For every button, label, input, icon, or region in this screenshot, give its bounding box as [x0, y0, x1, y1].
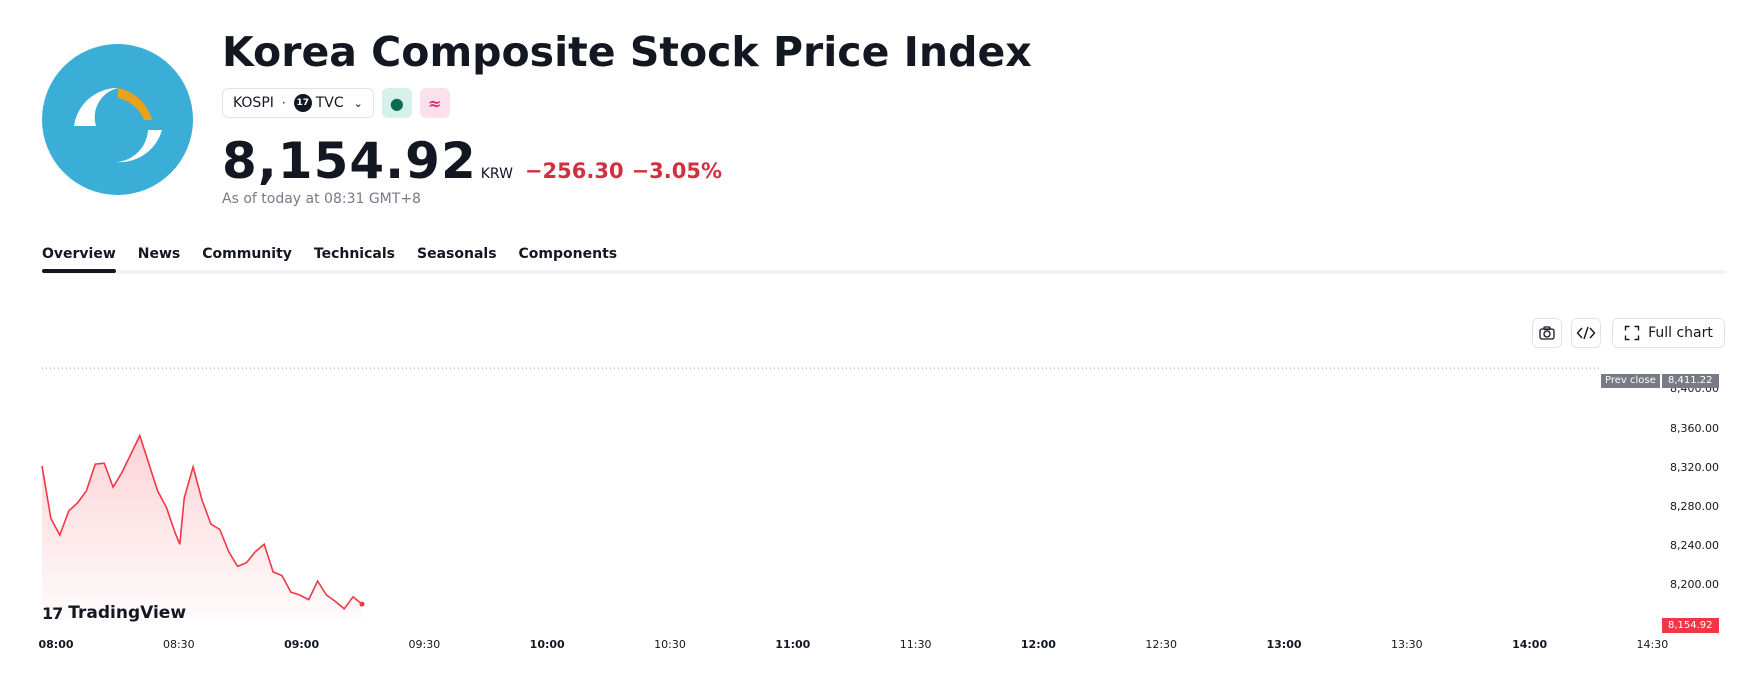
y-tick-label: 8,320.00 [1670, 461, 1719, 474]
full-chart-label: Full chart [1648, 325, 1713, 341]
last-price-tag: 8,154.92 [1662, 618, 1719, 633]
last-price: 8,154.92 [222, 132, 477, 190]
x-tick-label: 12:00 [1020, 638, 1056, 651]
tab-technicals[interactable]: Technicals [313, 246, 395, 262]
x-tick-label: 14:00 [1512, 638, 1548, 651]
tab-bar: Overview News Community Technicals Seaso… [42, 246, 618, 273]
x-tick-label: 09:00 [284, 638, 320, 651]
tradingview-watermark[interactable]: 17 TradingView [42, 603, 186, 623]
y-tick-label: 8,280.00 [1670, 500, 1719, 513]
chevron-down-icon: ⌄ [353, 96, 363, 110]
tab-news[interactable]: News [137, 246, 181, 262]
exchange-logo-icon: 17 [293, 94, 312, 112]
tabs-divider [42, 270, 1726, 274]
y-tick-label: 8,360.00 [1670, 422, 1719, 435]
fullscreen-icon [1624, 325, 1640, 341]
x-tick-label: 09:30 [408, 638, 441, 651]
x-tick-label: 10:30 [654, 638, 686, 651]
x-tick-label: 10:00 [529, 638, 565, 651]
chart-canvas[interactable] [0, 360, 1741, 676]
tab-overview[interactable]: Overview [42, 246, 116, 273]
as-of-timestamp: As of today at 08:31 GMT+8 [222, 191, 421, 207]
exchange-name: TVC [315, 95, 344, 111]
x-tick-label: 11:30 [899, 638, 932, 651]
currency: KRW [480, 166, 513, 182]
y-tick-label: 8,240.00 [1670, 539, 1719, 552]
full-chart-button[interactable]: Full chart [1612, 318, 1725, 348]
x-tick-label: 12:30 [1145, 638, 1178, 651]
tradingview-wordmark: TradingView [68, 603, 187, 623]
symbol-ticker: KOSPI [233, 95, 274, 111]
price-change-percent: −3.05% [631, 159, 723, 183]
x-tick-label: 08:30 [162, 638, 195, 651]
market-open-status-icon[interactable]: ● [381, 88, 412, 118]
price-row: 8,154.92 KRW −256.30 −3.05% [222, 132, 722, 190]
symbol-chips: KOSPI · 17 TVC ⌄ ● ≈ [222, 88, 450, 118]
tradingview-logo-icon: 17 [42, 603, 63, 623]
price-area-fill [42, 435, 362, 618]
embed-button[interactable] [1571, 318, 1601, 348]
separator-dot: · [281, 96, 286, 110]
code-icon [1576, 326, 1596, 340]
tab-community[interactable]: Community [202, 246, 292, 262]
prev-close-value: 8,411.22 [1662, 374, 1719, 388]
x-tick-label: 08:00 [38, 638, 74, 651]
snapshot-button[interactable] [1532, 318, 1562, 348]
price-change: −256.30 [524, 159, 624, 183]
prev-close-label: Prev close [1601, 374, 1660, 388]
kospi-logo-icon [74, 87, 162, 163]
price-line [41, 433, 363, 610]
x-tick-label: 11:00 [775, 638, 811, 651]
x-tick-label: 13:00 [1266, 638, 1302, 651]
x-tick-label: 14:30 [1636, 638, 1669, 651]
symbol-selector[interactable]: KOSPI · 17 TVC ⌄ [222, 88, 374, 118]
last-price-point [359, 601, 365, 607]
delayed-data-icon[interactable]: ≈ [419, 88, 450, 118]
tab-components[interactable]: Components [518, 246, 618, 262]
y-tick-label: 8,200.00 [1670, 578, 1719, 591]
kospi-logo [42, 44, 193, 195]
price-chart[interactable]: 8,400.00 8,360.00 8,320.00 8,280.00 8,24… [0, 360, 1741, 676]
tab-seasonals[interactable]: Seasonals [417, 246, 497, 262]
camera-icon [1539, 326, 1555, 340]
page-title: Korea Composite Stock Price Index [222, 28, 1032, 76]
x-tick-label: 13:30 [1390, 638, 1423, 651]
